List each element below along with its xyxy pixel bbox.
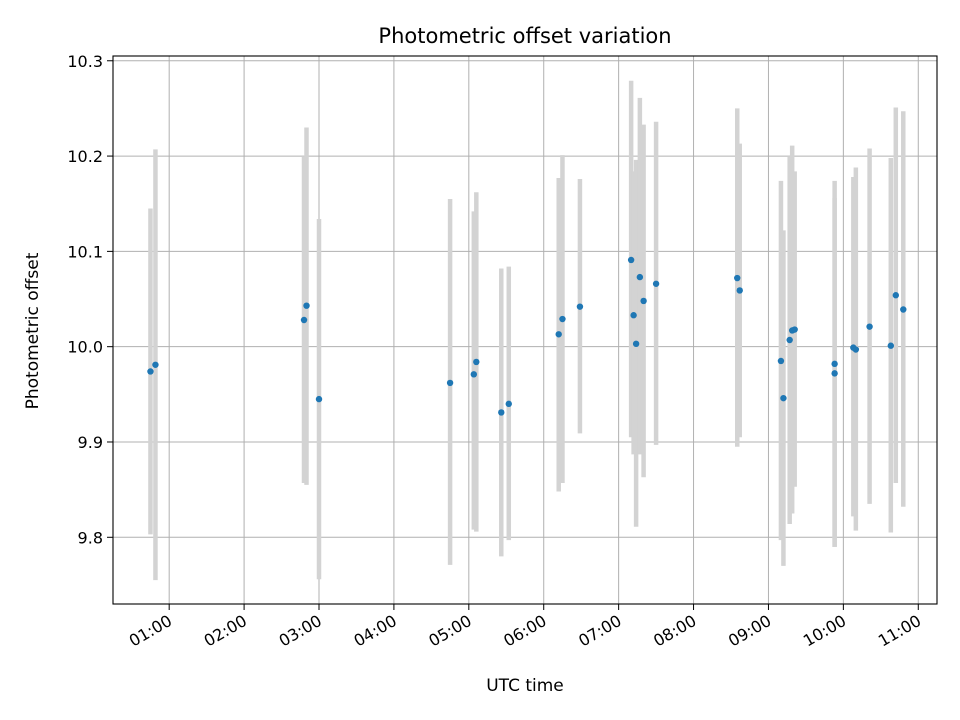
y-tick-label: 9.8 <box>78 528 103 547</box>
data-point <box>831 370 838 377</box>
data-point <box>446 379 454 387</box>
data-point <box>473 358 480 366</box>
data-point <box>734 274 741 282</box>
data-point <box>576 303 584 310</box>
data-point <box>627 256 635 264</box>
y-tick-label: 10.1 <box>67 242 103 261</box>
data-point <box>315 395 323 403</box>
data-point <box>900 306 907 313</box>
data-point <box>887 342 895 349</box>
data-point <box>736 287 743 294</box>
y-tick-label: 10.3 <box>67 52 103 71</box>
data-point <box>300 316 308 324</box>
data-point <box>555 331 562 338</box>
data-point <box>786 336 793 344</box>
data-point <box>498 409 505 416</box>
data-point <box>831 360 838 368</box>
chart-title: Photometric offset variation <box>378 24 671 48</box>
data-point <box>303 302 310 309</box>
plot-frame <box>112 55 938 605</box>
data-point <box>630 312 637 319</box>
data-point <box>640 297 647 305</box>
y-axis-label: Photometric offset <box>23 252 43 409</box>
data-points <box>147 256 907 416</box>
data-point <box>892 292 899 299</box>
y-tick-label: 10.0 <box>67 338 103 357</box>
data-point <box>780 394 787 402</box>
data-point <box>559 315 566 323</box>
y-axis: 9.8 9.9 10.0 10.1 10.2 10.3 <box>67 52 113 547</box>
data-point <box>791 326 798 333</box>
data-point <box>652 280 660 287</box>
y-tick-label: 10.2 <box>67 147 103 166</box>
grid <box>113 56 937 604</box>
data-point <box>632 340 640 348</box>
data-point <box>866 323 873 330</box>
data-point <box>505 400 512 408</box>
data-point <box>470 371 478 378</box>
data-point <box>777 357 785 365</box>
data-point <box>636 273 644 281</box>
y-tick-label: 9.9 <box>78 433 103 452</box>
x-axis-label: UTC time <box>486 676 564 696</box>
data-point <box>152 361 159 368</box>
data-point <box>147 368 154 375</box>
data-point <box>852 346 860 353</box>
